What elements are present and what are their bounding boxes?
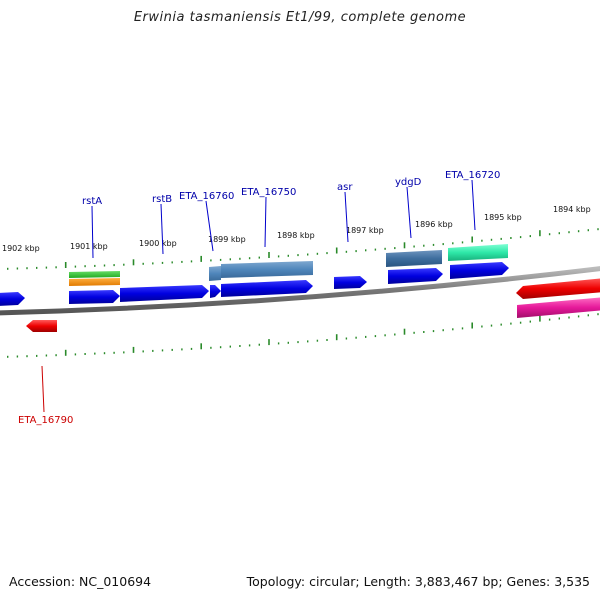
outer-tick-ring: [6, 228, 599, 270]
gene-label-rstA[interactable]: rstA: [82, 196, 102, 207]
forward-cds-track: [0, 262, 509, 306]
cds-eta16720[interactable]: [450, 262, 509, 279]
tick-labels: 1902 kbp 1901 kbp 1900 kbp 1899 kbp 1898…: [2, 205, 591, 253]
tick-label-1895: 1895 kbp: [484, 213, 522, 222]
feature-ydgD-rna[interactable]: [386, 250, 442, 267]
cds-eta16750[interactable]: [221, 280, 313, 297]
tick-label-1902: 1902 kbp: [2, 244, 40, 253]
tick-label-1894: 1894 kbp: [553, 205, 591, 214]
tick-label-1899: 1899 kbp: [208, 235, 246, 244]
cds-asr[interactable]: [334, 276, 367, 289]
tick-label-1901: 1901 kbp: [70, 242, 108, 251]
topology-text: Topology: circular; Length: 3,883,467 bp…: [246, 574, 590, 589]
gene-label-rstB[interactable]: rstB: [152, 194, 172, 205]
cds-left-edge[interactable]: [0, 292, 25, 306]
genome-backbone: [0, 266, 600, 316]
gene-label-asr[interactable]: asr: [337, 182, 353, 193]
tick-label-1897: 1897 kbp: [346, 226, 384, 235]
feature-eta16750-rna[interactable]: [221, 261, 313, 278]
accession-text: Accession: NC_010694: [9, 574, 152, 589]
cds-eta16790[interactable]: [26, 320, 57, 332]
cds-rstA[interactable]: [69, 290, 120, 304]
feature-rstA-rna[interactable]: [69, 271, 120, 286]
cds-eta16760[interactable]: [210, 285, 221, 298]
tick-label-1898: 1898 kbp: [277, 231, 315, 240]
cds-reverse-red-right[interactable]: [516, 278, 600, 299]
feature-eta16760-rna[interactable]: [209, 266, 221, 281]
label-leaders: [91, 179, 476, 259]
label-leader-eta16790: [41, 365, 45, 413]
gene-label-eta16750[interactable]: ETA_16750: [241, 187, 296, 198]
feature-eta16720-rna[interactable]: [448, 244, 508, 261]
cds-rstB[interactable]: [120, 285, 209, 302]
genome-title: Erwinia tasmaniensis Et1/99, complete ge…: [133, 10, 467, 25]
gene-label-eta16760[interactable]: ETA_16760: [179, 191, 234, 202]
tick-label-1896: 1896 kbp: [415, 220, 453, 229]
gene-label-eta16790[interactable]: ETA_16790: [18, 415, 73, 426]
cds-ydgD[interactable]: [388, 268, 443, 284]
gene-label-ydgD[interactable]: ydgD: [395, 177, 422, 188]
tick-label-1900: 1900 kbp: [139, 239, 177, 248]
inner-tick-ring: [6, 313, 599, 358]
gene-label-eta16720[interactable]: ETA_16720: [445, 170, 500, 181]
cds-reverse-pink-right[interactable]: [517, 297, 600, 318]
